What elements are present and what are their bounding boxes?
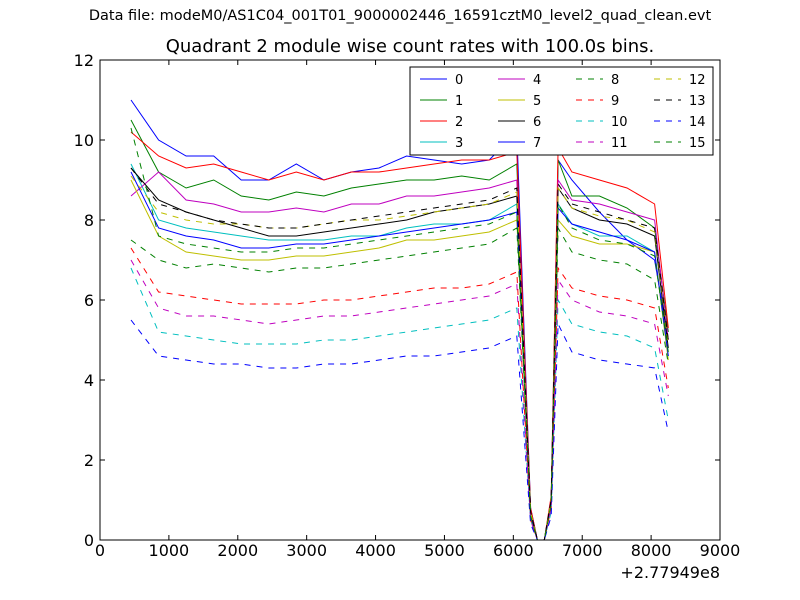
series-line-15 <box>130 127 669 541</box>
figure-suptitle: Data file: modeM0/AS1C04_001T01_90000024… <box>88 8 712 24</box>
series-line-12 <box>130 175 669 541</box>
series-line-3 <box>130 163 669 541</box>
legend-label-15: 15 <box>689 136 706 151</box>
series-line-4 <box>130 171 669 541</box>
series-line-1 <box>130 119 669 541</box>
x-tick-label: 5000 <box>424 541 465 560</box>
x-tick-label: 0 <box>95 541 105 560</box>
series-line-8 <box>130 226 669 541</box>
legend-label-0: 0 <box>455 73 463 88</box>
x-tick-label: 9000 <box>700 541 741 560</box>
series-layer <box>130 99 669 541</box>
y-tick-label: 4 <box>84 371 94 390</box>
legend-label-4: 4 <box>533 73 541 88</box>
legend-label-6: 6 <box>533 115 541 130</box>
legend-label-8: 8 <box>611 73 619 88</box>
series-line-10 <box>130 267 669 541</box>
legend-label-2: 2 <box>455 115 463 130</box>
legend-box <box>409 66 714 156</box>
x-tick-label: 7000 <box>562 541 603 560</box>
legend-label-7: 7 <box>533 136 541 151</box>
x-tick-label: 2000 <box>217 541 258 560</box>
series-line-0 <box>130 99 669 541</box>
legend-label-1: 1 <box>455 94 463 109</box>
series-line-13 <box>130 167 669 541</box>
legend-label-13: 13 <box>689 94 706 109</box>
series-line-14 <box>130 319 669 541</box>
axis-ticks: 0 1000 2000 3000 4000 5000 6000 7000 8000 9000 0 2 4… <box>74 51 741 560</box>
legend-label-12: 12 <box>689 73 706 88</box>
x-tick-label: 6000 <box>493 541 534 560</box>
x-tick-label: 1000 <box>149 541 190 560</box>
series-line-7 <box>130 171 669 541</box>
y-tick-label: 6 <box>84 291 94 310</box>
legend-label-5: 5 <box>533 94 541 109</box>
series-line-9 <box>130 247 669 541</box>
y-tick-label: 8 <box>84 211 94 230</box>
series-line-11 <box>130 259 669 541</box>
x-tick-label: 4000 <box>355 541 396 560</box>
series-line-2 <box>130 131 669 541</box>
x-tick-label: 8000 <box>631 541 672 560</box>
y-tick-label: 10 <box>74 131 94 150</box>
y-tick-label: 2 <box>84 451 94 470</box>
y-tick-label: 12 <box>74 51 94 70</box>
x-tick-label: 3000 <box>286 541 327 560</box>
legend-label-11: 11 <box>611 136 628 151</box>
x-axis-offset-label: +2.77949e8 <box>620 563 720 582</box>
legend-label-9: 9 <box>611 94 619 109</box>
series-line-5 <box>130 179 669 541</box>
y-tick-label: 0 <box>84 531 94 550</box>
chart-title: Quadrant 2 module wise count rates with … <box>165 36 655 57</box>
legend-label-3: 3 <box>455 136 463 151</box>
legend-label-10: 10 <box>611 115 628 130</box>
legend-label-14: 14 <box>689 115 706 130</box>
